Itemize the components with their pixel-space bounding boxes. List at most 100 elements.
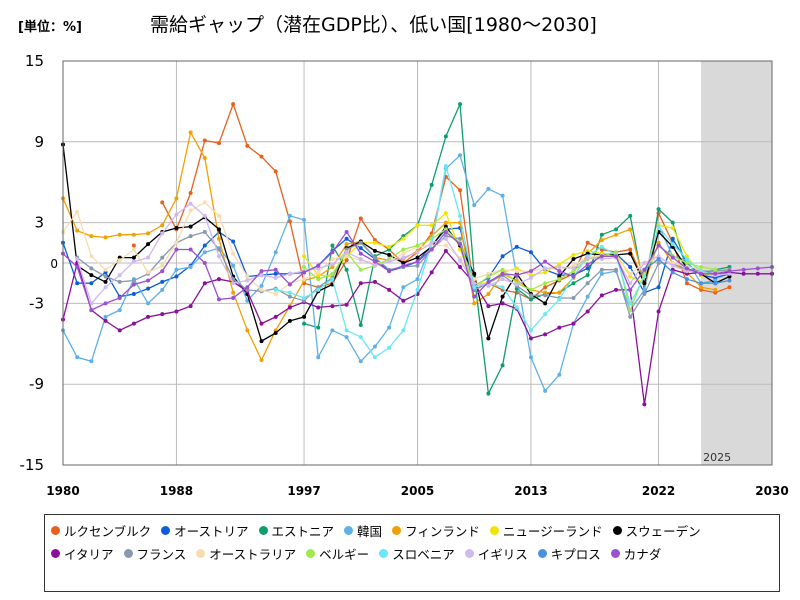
data-point [387,287,392,292]
data-point [684,266,689,271]
data-point [472,294,477,299]
data-point [174,240,179,245]
data-point [231,239,236,244]
legend: ルクセンブルク オーストリア エストニア 韓国 フィンランド ニュージーランド スウェーデン… [44,514,780,592]
data-point [216,213,221,218]
legend-marker [489,526,499,535]
data-point [216,141,221,146]
data-point [670,220,675,225]
data-point [358,281,363,286]
data-point [642,261,647,265]
data-point [528,355,533,360]
data-point [188,208,193,213]
y-tick-label: -15 [20,456,45,474]
y-tick-label: -9 [29,375,44,393]
data-point [599,267,604,272]
data-point [216,254,221,259]
data-point [174,225,179,230]
data-point [543,293,548,298]
data-point [543,312,548,317]
data-point [628,271,633,276]
data-point [316,305,321,310]
data-point [330,262,335,267]
data-point [557,290,562,295]
legend-label: キプロス [550,547,601,562]
legend-marker [258,526,268,535]
data-point [202,213,207,218]
data-point [188,201,193,206]
data-point [202,243,207,248]
data-point [401,298,406,303]
y-tick-label: 0 [50,257,58,271]
data-point [89,273,94,278]
data-point [656,243,661,248]
data-point [302,265,307,270]
data-point [160,287,165,292]
data-point [103,235,108,240]
data-point [443,230,448,235]
data-point [458,265,463,270]
data-point [89,281,94,286]
data-point [358,240,363,245]
data-point [528,250,533,255]
data-point [245,278,250,283]
data-point [500,363,505,368]
data-point [628,213,633,218]
data-point [755,266,760,271]
data-point [372,279,377,284]
data-point [528,328,533,333]
data-point [458,188,463,193]
data-point [699,281,704,286]
data-point [500,271,505,276]
data-point [528,269,533,274]
legend-marker [379,549,389,558]
data-point [514,305,519,310]
y-tick-label: -3 [29,294,44,312]
data-point [344,230,349,235]
data-point [401,236,406,241]
data-point [216,297,221,302]
data-point [571,321,576,326]
data-point [415,259,420,264]
legend-marker [610,549,620,558]
data-point [75,355,80,360]
data-point [571,266,576,271]
data-point [273,287,278,292]
data-point [387,259,392,264]
data-point [287,282,292,287]
legend-item: エストニア [258,519,335,542]
data-point [245,274,250,279]
data-point [458,153,463,158]
data-point [614,232,619,237]
data-point [557,372,562,377]
data-point [302,217,307,222]
data-point [245,298,250,303]
data-point [302,314,307,319]
data-point [528,275,533,280]
legend-item: ルクセンブルク [51,519,151,542]
data-point [443,211,448,216]
data-point [642,267,647,272]
legend-marker [306,549,316,558]
legend-label: エストニア [271,524,335,539]
data-point [344,258,349,263]
data-point [458,242,463,247]
data-point [415,287,420,292]
legend-marker [464,549,474,558]
data-point [656,256,661,261]
data-point [585,309,590,314]
data-point [273,275,278,280]
data-point [103,301,108,306]
data-point [174,309,179,314]
data-point [372,255,377,260]
data-point [273,267,278,272]
data-point [543,285,548,290]
series-キプロス [642,256,732,286]
data-point [188,224,193,229]
data-point [259,321,264,326]
plot-frame [62,60,773,466]
data-point [656,261,661,265]
data-point [188,247,193,252]
data-point [472,203,477,208]
x-tick-label: 2022 [642,484,675,498]
